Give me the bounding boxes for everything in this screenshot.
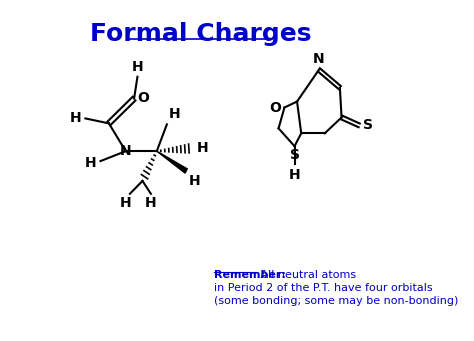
- Text: S: S: [290, 148, 300, 162]
- Text: in Period 2 of the P.T. have four orbitals: in Period 2 of the P.T. have four orbita…: [214, 283, 432, 293]
- Text: S: S: [363, 118, 373, 132]
- Text: H: H: [289, 168, 301, 182]
- Text: All neutral atoms: All neutral atoms: [257, 270, 356, 280]
- Text: H: H: [189, 174, 201, 188]
- Text: O: O: [137, 91, 149, 105]
- Text: (some bonding; some may be non-bonding): (some bonding; some may be non-bonding): [214, 296, 458, 306]
- Text: H: H: [120, 196, 131, 210]
- Text: H: H: [132, 60, 143, 74]
- Text: N: N: [313, 52, 325, 66]
- Text: H: H: [196, 141, 208, 155]
- Text: O: O: [269, 101, 281, 115]
- Text: Formal Charges: Formal Charges: [90, 22, 311, 46]
- Text: H: H: [145, 196, 157, 210]
- Text: H: H: [85, 156, 96, 170]
- Text: Remember:: Remember:: [214, 270, 286, 280]
- Text: H: H: [70, 112, 81, 125]
- Text: N: N: [120, 144, 131, 158]
- Text: H: H: [169, 107, 180, 121]
- Polygon shape: [157, 151, 187, 173]
